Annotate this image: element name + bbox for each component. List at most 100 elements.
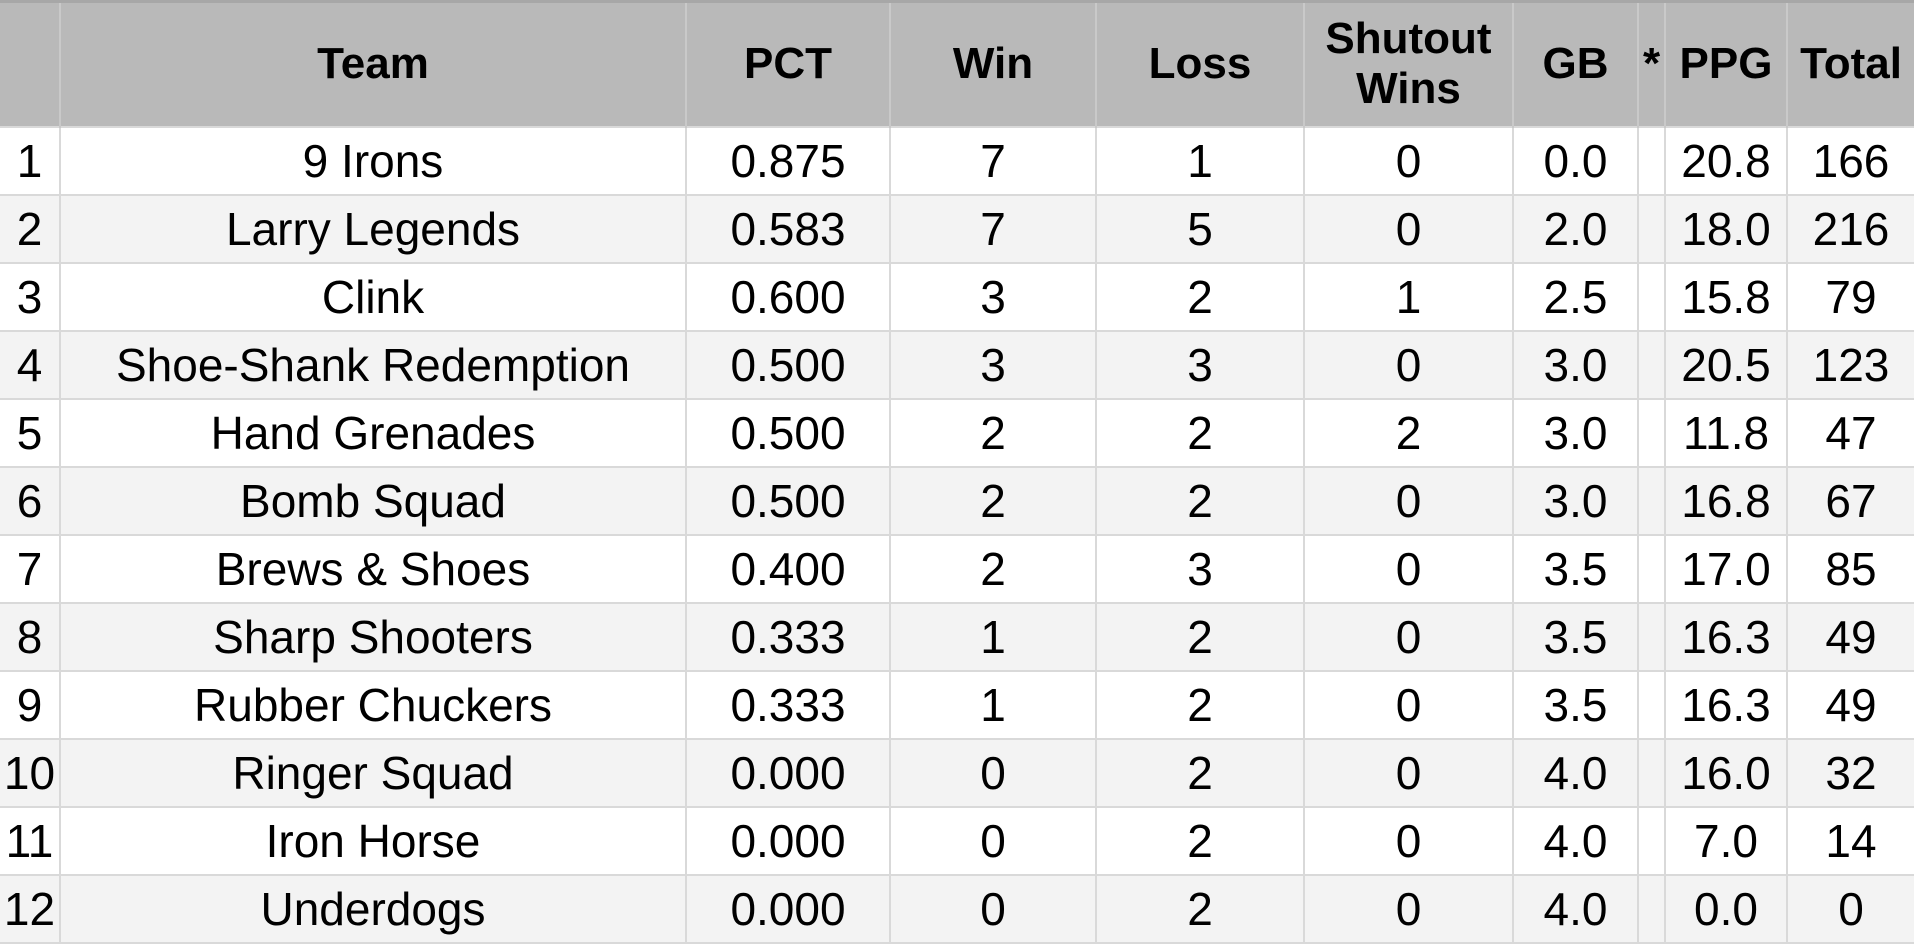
cell-win: 0: [889, 737, 1096, 807]
cell-ppg: 11.8: [1664, 397, 1787, 467]
cell-team: Larry Legends: [59, 193, 686, 263]
cell-total: 79: [1786, 261, 1914, 331]
cell-team: Shoe-Shank Redemption: [59, 329, 686, 399]
cell-ppg: 20.8: [1664, 125, 1787, 195]
cell-shutout: 0: [1303, 193, 1513, 263]
cell-rank: 5: [0, 397, 60, 467]
cell-ppg: 16.8: [1664, 465, 1787, 535]
col-header-shutout-wins: Shutout Wins: [1303, 0, 1513, 127]
cell-pct: 0.000: [685, 737, 890, 807]
cell-ppg: 0.0: [1664, 873, 1787, 944]
cell-total: 67: [1786, 465, 1914, 535]
table-row: 10 Ringer Squad 0.000 0 2 0 4.0 16.0 32: [0, 737, 1914, 807]
cell-pct: 0.000: [685, 873, 890, 944]
cell-star: [1637, 873, 1665, 944]
cell-total: 123: [1786, 329, 1914, 399]
cell-gb: 2.0: [1512, 193, 1638, 263]
cell-pct: 0.500: [685, 329, 890, 399]
cell-team: Clink: [59, 261, 686, 331]
cell-gb: 3.5: [1512, 601, 1638, 671]
cell-loss: 3: [1095, 329, 1304, 399]
cell-shutout: 0: [1303, 601, 1513, 671]
cell-loss: 1: [1095, 125, 1304, 195]
cell-shutout: 0: [1303, 737, 1513, 807]
cell-team: Brews & Shoes: [59, 533, 686, 603]
cell-win: 3: [889, 329, 1096, 399]
cell-team: 9 Irons: [59, 125, 686, 195]
cell-shutout: 2: [1303, 397, 1513, 467]
table-row: 5 Hand Grenades 0.500 2 2 2 3.0 11.8 47: [0, 397, 1914, 467]
cell-total: 49: [1786, 669, 1914, 739]
cell-loss: 2: [1095, 261, 1304, 331]
cell-pct: 0.333: [685, 601, 890, 671]
standings-table-header: Team PCT Win Loss Shutout Wins GB * PPG …: [0, 0, 1914, 127]
cell-star: [1637, 329, 1665, 399]
cell-win: 1: [889, 669, 1096, 739]
cell-loss: 2: [1095, 737, 1304, 807]
cell-rank: 8: [0, 601, 60, 671]
cell-rank: 4: [0, 329, 60, 399]
cell-gb: 4.0: [1512, 873, 1638, 944]
cell-win: 3: [889, 261, 1096, 331]
cell-gb: 4.0: [1512, 737, 1638, 807]
table-row: 4 Shoe-Shank Redemption 0.500 3 3 0 3.0 20.5 123: [0, 329, 1914, 399]
cell-team: Sharp Shooters: [59, 601, 686, 671]
cell-rank: 1: [0, 125, 60, 195]
cell-win: 7: [889, 193, 1096, 263]
cell-pct: 0.875: [685, 125, 890, 195]
cell-shutout: 0: [1303, 873, 1513, 944]
cell-rank: 2: [0, 193, 60, 263]
col-header-ppg: PPG: [1664, 0, 1787, 127]
col-header-rank: [0, 0, 60, 127]
cell-star: [1637, 465, 1665, 535]
cell-total: 0: [1786, 873, 1914, 944]
cell-team: Hand Grenades: [59, 397, 686, 467]
cell-ppg: 15.8: [1664, 261, 1787, 331]
cell-shutout: 0: [1303, 465, 1513, 535]
cell-team: Iron Horse: [59, 805, 686, 875]
table-row: 9 Rubber Chuckers 0.333 1 2 0 3.5 16.3 49: [0, 669, 1914, 739]
table-row: 7 Brews & Shoes 0.400 2 3 0 3.5 17.0 85: [0, 533, 1914, 603]
cell-team: Ringer Squad: [59, 737, 686, 807]
cell-rank: 10: [0, 737, 60, 807]
cell-total: 85: [1786, 533, 1914, 603]
cell-ppg: 20.5: [1664, 329, 1787, 399]
cell-team: Rubber Chuckers: [59, 669, 686, 739]
col-header-team: Team: [59, 0, 686, 127]
cell-rank: 3: [0, 261, 60, 331]
cell-star: [1637, 669, 1665, 739]
cell-loss: 2: [1095, 397, 1304, 467]
cell-total: 49: [1786, 601, 1914, 671]
cell-star: [1637, 533, 1665, 603]
cell-shutout: 1: [1303, 261, 1513, 331]
cell-star: [1637, 737, 1665, 807]
cell-loss: 3: [1095, 533, 1304, 603]
cell-pct: 0.600: [685, 261, 890, 331]
cell-loss: 2: [1095, 805, 1304, 875]
cell-star: [1637, 601, 1665, 671]
cell-rank: 7: [0, 533, 60, 603]
cell-gb: 3.0: [1512, 465, 1638, 535]
cell-ppg: 16.3: [1664, 669, 1787, 739]
cell-shutout: 0: [1303, 669, 1513, 739]
cell-rank: 12: [0, 873, 60, 944]
cell-team: Bomb Squad: [59, 465, 686, 535]
header-row: Team PCT Win Loss Shutout Wins GB * PPG …: [0, 0, 1914, 127]
cell-win: 2: [889, 465, 1096, 535]
table-row: 2 Larry Legends 0.583 7 5 0 2.0 18.0 216: [0, 193, 1914, 263]
cell-star: [1637, 261, 1665, 331]
cell-pct: 0.500: [685, 465, 890, 535]
cell-pct: 0.583: [685, 193, 890, 263]
table-row: 6 Bomb Squad 0.500 2 2 0 3.0 16.8 67: [0, 465, 1914, 535]
cell-shutout: 0: [1303, 125, 1513, 195]
cell-ppg: 16.3: [1664, 601, 1787, 671]
cell-win: 0: [889, 805, 1096, 875]
cell-rank: 6: [0, 465, 60, 535]
cell-loss: 5: [1095, 193, 1304, 263]
cell-total: 32: [1786, 737, 1914, 807]
cell-win: 0: [889, 873, 1096, 944]
col-header-asterisk: *: [1637, 0, 1665, 127]
cell-gb: 0.0: [1512, 125, 1638, 195]
